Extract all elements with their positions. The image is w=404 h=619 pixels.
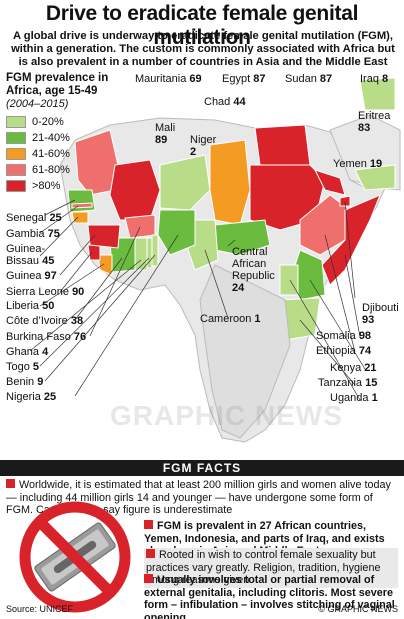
legend-title: FGM prevalence in Africa, age 15-49 <box>6 72 109 97</box>
map-shapes <box>59 77 401 443</box>
label-djibouti: Djibouti 93 <box>362 302 399 326</box>
label-guinea: Guinea 97 <box>6 270 57 282</box>
label-egypt: Egypt 87 <box>222 73 266 85</box>
label-somalia: Somalia 98 <box>316 330 372 342</box>
label-kenya: Kenya 21 <box>330 362 377 374</box>
bullet-square <box>6 479 15 488</box>
legend-swatch <box>6 164 26 176</box>
region-uganda <box>279 264 299 296</box>
region-nigeria <box>157 209 196 256</box>
africa-map: GRAPHIC NEWS <box>0 70 404 460</box>
region-djibouti <box>339 195 351 207</box>
watermark: GRAPHIC NEWS <box>110 400 343 431</box>
label-sierra-leone: Sierra Leone 90 <box>6 286 85 298</box>
label-senegal: Senegal 25 <box>6 212 62 224</box>
label-benin: Benin 9 <box>6 376 44 388</box>
fact-item: Usually involves total or partial remova… <box>144 574 395 619</box>
legend-item: >80% <box>6 178 116 194</box>
region-yemen <box>354 164 396 191</box>
legend-item: 61-80% <box>6 162 116 178</box>
label-iraq: Iraq 8 <box>360 73 389 85</box>
region-togo <box>146 237 153 269</box>
label-niger: Niger 2 <box>190 134 217 158</box>
label-gambia: Gambia 75 <box>6 228 60 240</box>
label-ethiopia: Ethiopia 74 <box>316 345 372 357</box>
region-liberia <box>97 254 113 276</box>
source-note: Source: UNICEF <box>6 604 74 614</box>
legend-item: 0-20% <box>6 114 116 130</box>
intro-text: A global drive is underway to eradicate … <box>11 30 395 68</box>
region-somalia <box>321 194 381 286</box>
legend-subtitle: (2004–2015) <box>6 98 69 110</box>
region-guinea-bissau <box>71 211 89 224</box>
label-cote: Côte d’Ivoire 38 <box>6 315 84 327</box>
label-togo: Togo 5 <box>6 361 40 373</box>
region-guinea <box>87 224 121 249</box>
label-mali: Mali 89 <box>155 122 176 146</box>
southern-africa <box>199 264 291 439</box>
label-mauritania: Mauritania 69 <box>135 73 202 85</box>
label-guinea-bissau: Guinea- Bissau 45 <box>6 243 55 267</box>
label-chad: Chad 44 <box>204 96 246 108</box>
credit-note: © GRAPHIC NEWS <box>318 604 398 614</box>
label-car: Central African Republic 24 <box>232 246 275 294</box>
label-nigeria: Nigeria 25 <box>6 391 57 403</box>
legend-swatch <box>6 132 26 144</box>
label-eritrea: Eritrea 83 <box>358 110 391 134</box>
label-yemen: Yemen 19 <box>333 158 383 170</box>
region-eritrea <box>314 169 346 196</box>
leader-lines <box>29 199 366 401</box>
legend-item: 41-60% <box>6 146 116 162</box>
region-iraq <box>359 77 396 111</box>
bullet-square <box>144 520 153 529</box>
label-cameroon: Cameroon 1 <box>200 313 261 325</box>
page-title: Drive to eradicate female genital mutila… <box>45 2 359 49</box>
legend-swatch <box>6 116 26 128</box>
legend-swatch <box>6 148 26 160</box>
bullet-square <box>144 574 153 583</box>
bullet-square <box>146 549 155 558</box>
label-ghana: Ghana 4 <box>6 346 49 358</box>
label-sudan: Sudan 87 <box>285 73 333 85</box>
no-razor-sign <box>10 500 140 619</box>
region-niger <box>159 154 211 211</box>
legend-item: 21-40% <box>6 130 116 146</box>
label-uganda: Uganda 1 <box>330 392 378 404</box>
label-liberia: Liberia 50 <box>6 300 55 312</box>
fact-item: Rooted in wish to control female sexuali… <box>144 548 398 588</box>
facts-heading: FGM FACTS <box>0 460 404 476</box>
label-tanzania: Tanzania 15 <box>318 377 378 389</box>
prohibition-icon <box>19 501 131 613</box>
legend-swatch <box>6 180 26 192</box>
label-burkina: Burkina Faso 76 <box>6 331 87 343</box>
map-legend: FGM prevalence in Africa, age 15-49 (200… <box>6 72 116 194</box>
